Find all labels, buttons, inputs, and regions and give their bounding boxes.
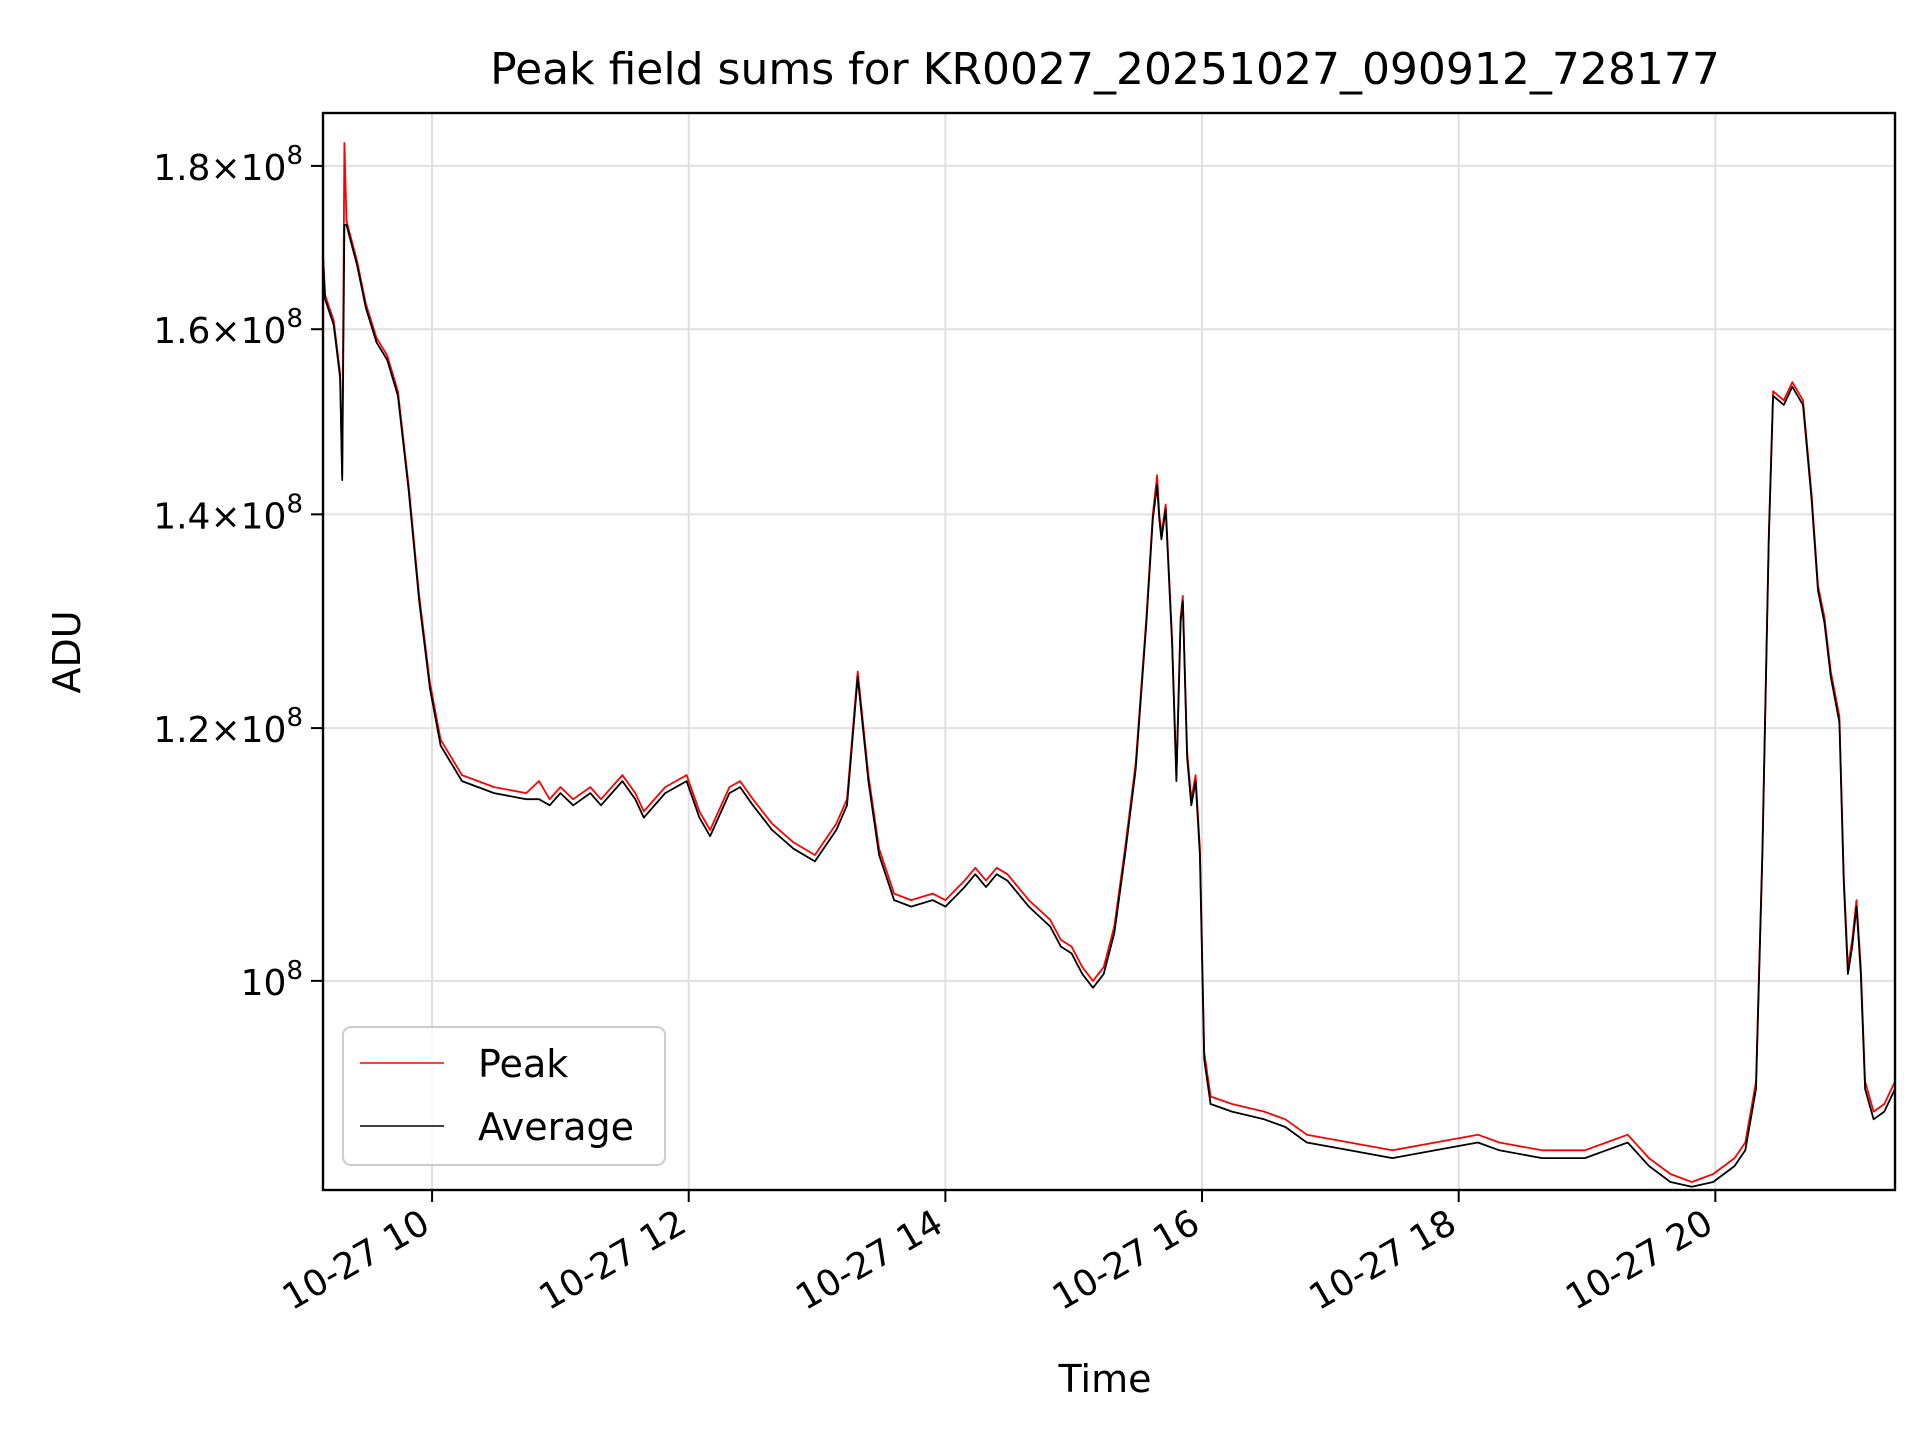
x-axis-label: Time	[1058, 1357, 1152, 1401]
y-tick-label: 1.6×108	[153, 304, 303, 352]
y-axis: 108 1.2×108 1.4×108 1.6×108 1.8×108	[153, 141, 323, 1004]
y-tick-label: 1.4×108	[153, 489, 303, 537]
legend: Peak Average	[342, 1026, 666, 1166]
plot-frame	[321, 111, 1897, 1192]
chart-title: Peak field sums for KR0027_20251027_0909…	[490, 44, 1720, 95]
legend-box	[342, 1026, 666, 1166]
y-axis-label: ADU	[45, 610, 89, 693]
legend-label-peak: Peak	[478, 1042, 568, 1086]
y-tick-label: 1.2×108	[153, 703, 303, 751]
series-layer	[322, 142, 1896, 1188]
series-line-average	[322, 224, 1896, 1188]
y-tick-label: 108	[241, 956, 303, 1004]
grid	[323, 113, 1895, 1190]
legend-label-average: Average	[478, 1105, 634, 1149]
y-tick-label: 1.8×108	[153, 141, 303, 189]
